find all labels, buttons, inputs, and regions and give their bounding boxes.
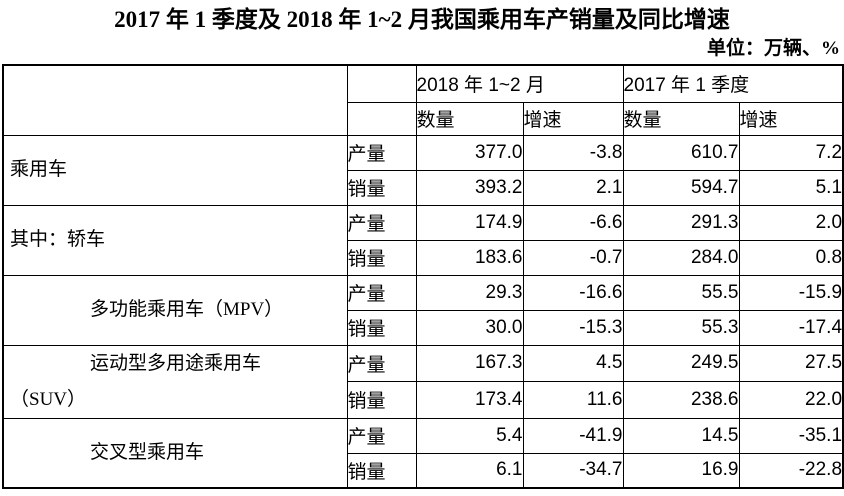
- category-label-line2: （SUV）: [10, 388, 87, 410]
- value-cell: 249.5: [622, 344, 740, 382]
- value-cell: 167.3: [415, 344, 524, 382]
- value-cell: 610.7: [622, 134, 740, 171]
- category-cell-suv: 运动型多用途乘用车 （SUV）: [2, 344, 348, 419]
- period-header-2018: 2018 年 1~2 月: [415, 64, 624, 103]
- value-cell: -17.4: [738, 309, 844, 346]
- value-cell: -35.1: [738, 417, 844, 454]
- metric-label-production: 产量: [346, 344, 417, 382]
- value-cell: 393.2: [415, 169, 524, 206]
- metric-label-sales: 销量: [346, 381, 417, 419]
- metric-label-production: 产量: [346, 274, 417, 311]
- sub-header-rate-2017: 增速: [738, 101, 844, 136]
- sub-header-qty-2017: 数量: [622, 101, 740, 136]
- value-cell: 55.5: [622, 274, 740, 311]
- metric-label-production: 产量: [346, 204, 417, 241]
- table-row: 交叉型乘用车 产量 5.4 -41.9 14.5 -35.1: [2, 417, 844, 489]
- value-cell: 2.1: [522, 169, 624, 206]
- metric-label-sales: 销量: [346, 239, 417, 276]
- value-cell: 27.5: [738, 344, 844, 382]
- category-label: 多功能乘用车（MPV）: [90, 299, 284, 320]
- category-cell-passenger-car: 乘用车: [2, 134, 348, 206]
- corner-empty-cell: [2, 64, 348, 136]
- metric-label-sales: 销量: [346, 169, 417, 206]
- value-cell: -34.7: [522, 452, 624, 489]
- value-cell: 0.8: [738, 239, 844, 276]
- value-cell: 55.3: [622, 309, 740, 346]
- empty-header-cell: [346, 101, 417, 136]
- table-row: 销量 6.1 -34.7 16.9 -22.8: [3, 452, 844, 489]
- value-cell: -3.8: [522, 134, 624, 171]
- category-label: 运动型多用途乘用车: [90, 352, 262, 374]
- value-cell: -41.9: [522, 417, 624, 454]
- metric-label-sales: 销量: [346, 452, 417, 489]
- metric-label-production: 产量: [346, 134, 417, 171]
- value-cell: 238.6: [622, 381, 740, 419]
- category-cell-sedan: 其中：轿车: [2, 204, 348, 276]
- value-cell: 377.0: [415, 134, 524, 171]
- unit-note: 单位：万辆、%: [706, 38, 840, 59]
- value-cell: 183.6: [415, 239, 524, 276]
- value-cell: -15.3: [522, 309, 624, 346]
- value-cell: 11.6: [522, 381, 624, 419]
- value-cell: -16.6: [522, 274, 624, 311]
- period-header-2017: 2017 年 1 季度: [622, 64, 844, 103]
- value-cell: 22.0: [738, 381, 844, 419]
- value-cell: 594.7: [622, 169, 740, 206]
- page-title: 2017 年 1 季度及 2018 年 1~2 月我国乘用车产销量及同比增速: [114, 7, 730, 32]
- value-cell: 284.0: [622, 239, 740, 276]
- value-cell: 174.9: [415, 204, 524, 241]
- empty-header-cell: [346, 64, 417, 103]
- table-row: 销量 393.2 2.1 594.7 5.1: [3, 169, 844, 206]
- value-cell: 6.1: [415, 452, 524, 489]
- value-cell: 291.3: [622, 204, 740, 241]
- table-row: 销量 183.6 -0.7 284.0 0.8: [3, 239, 844, 276]
- value-cell: 29.3: [415, 274, 524, 311]
- sub-header-qty-2018: 数量: [415, 101, 524, 136]
- value-cell: -22.8: [738, 452, 844, 489]
- value-cell: 16.9: [622, 452, 740, 489]
- table-row: 乘用车 产量 377.0 -3.8 610.7 7.2: [2, 134, 844, 206]
- value-cell: 5.1: [738, 169, 844, 206]
- category-cell-crossover: 交叉型乘用车: [2, 417, 348, 489]
- value-cell: -0.7: [522, 239, 624, 276]
- category-label: 交叉型乘用车: [90, 441, 205, 463]
- category-label: 乘用车: [10, 159, 68, 180]
- category-cell-mpv: 多功能乘用车（MPV）: [2, 274, 348, 346]
- category-label: 其中：轿车: [10, 229, 106, 250]
- value-cell: 4.5: [522, 344, 624, 382]
- sub-header-rate-2018: 增速: [522, 101, 624, 136]
- value-cell: 14.5: [622, 417, 740, 454]
- metric-label-production: 产量: [346, 417, 417, 454]
- value-cell: 7.2: [738, 134, 844, 171]
- table-row: 多功能乘用车（MPV） 产量 29.3 -16.6 55.5 -15.9: [2, 274, 844, 346]
- value-cell: 30.0: [415, 309, 524, 346]
- value-cell: 5.4: [415, 417, 524, 454]
- value-cell: -6.6: [522, 204, 624, 241]
- metric-label-sales: 销量: [346, 309, 417, 346]
- table-row: 其中：轿车 产量 174.9 -6.6 291.3 2.0: [2, 204, 844, 276]
- data-table: 2018 年 1~2 月 2017 年 1 季度 数量 增速 数量 增速 乘用车…: [2, 64, 844, 489]
- header-row-periods: 2018 年 1~2 月 2017 年 1 季度: [2, 64, 844, 136]
- value-cell: 173.4: [415, 381, 524, 419]
- table-row: 运动型多用途乘用车 （SUV） 产量 167.3 4.5 249.5 27.5: [2, 344, 844, 419]
- value-cell: 2.0: [738, 204, 844, 241]
- value-cell: -15.9: [738, 274, 844, 311]
- table-row: 销量 30.0 -15.3 55.3 -17.4: [3, 309, 844, 346]
